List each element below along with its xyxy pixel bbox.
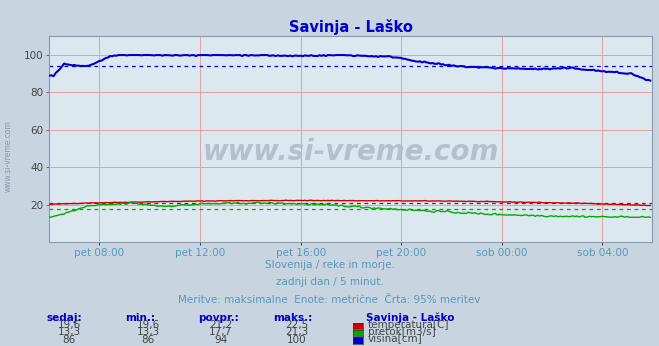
- Text: 21,2: 21,2: [209, 320, 233, 330]
- Text: zadnji dan / 5 minut.: zadnji dan / 5 minut.: [275, 277, 384, 288]
- Text: sedaj:: sedaj:: [46, 313, 82, 323]
- Text: povpr.:: povpr.:: [198, 313, 239, 323]
- Text: www.si-vreme.com: www.si-vreme.com: [3, 120, 13, 192]
- Text: 13,3: 13,3: [136, 327, 160, 337]
- Text: min.:: min.:: [125, 313, 156, 323]
- Text: 17,7: 17,7: [209, 327, 233, 337]
- Text: pretok[m3/s]: pretok[m3/s]: [368, 327, 436, 337]
- Text: 19,6: 19,6: [136, 320, 160, 330]
- Text: 19,6: 19,6: [57, 320, 81, 330]
- Text: maks.:: maks.:: [273, 313, 313, 323]
- Text: Meritve: maksimalne  Enote: metrične  Črta: 95% meritev: Meritve: maksimalne Enote: metrične Črta…: [179, 295, 480, 305]
- Text: 100: 100: [287, 335, 306, 345]
- Text: www.si-vreme.com: www.si-vreme.com: [203, 138, 499, 166]
- Text: 22,5: 22,5: [285, 320, 308, 330]
- Text: 86: 86: [142, 335, 155, 345]
- Title: Savinja - Laško: Savinja - Laško: [289, 19, 413, 35]
- Text: 21,3: 21,3: [285, 327, 308, 337]
- Text: 86: 86: [63, 335, 76, 345]
- Text: višina[cm]: višina[cm]: [368, 334, 422, 345]
- Text: 13,3: 13,3: [57, 327, 81, 337]
- Text: 94: 94: [214, 335, 227, 345]
- Text: temperatura[C]: temperatura[C]: [368, 320, 449, 330]
- Text: Savinja - Laško: Savinja - Laško: [366, 312, 454, 323]
- Text: Slovenija / reke in morje.: Slovenija / reke in morje.: [264, 260, 395, 270]
